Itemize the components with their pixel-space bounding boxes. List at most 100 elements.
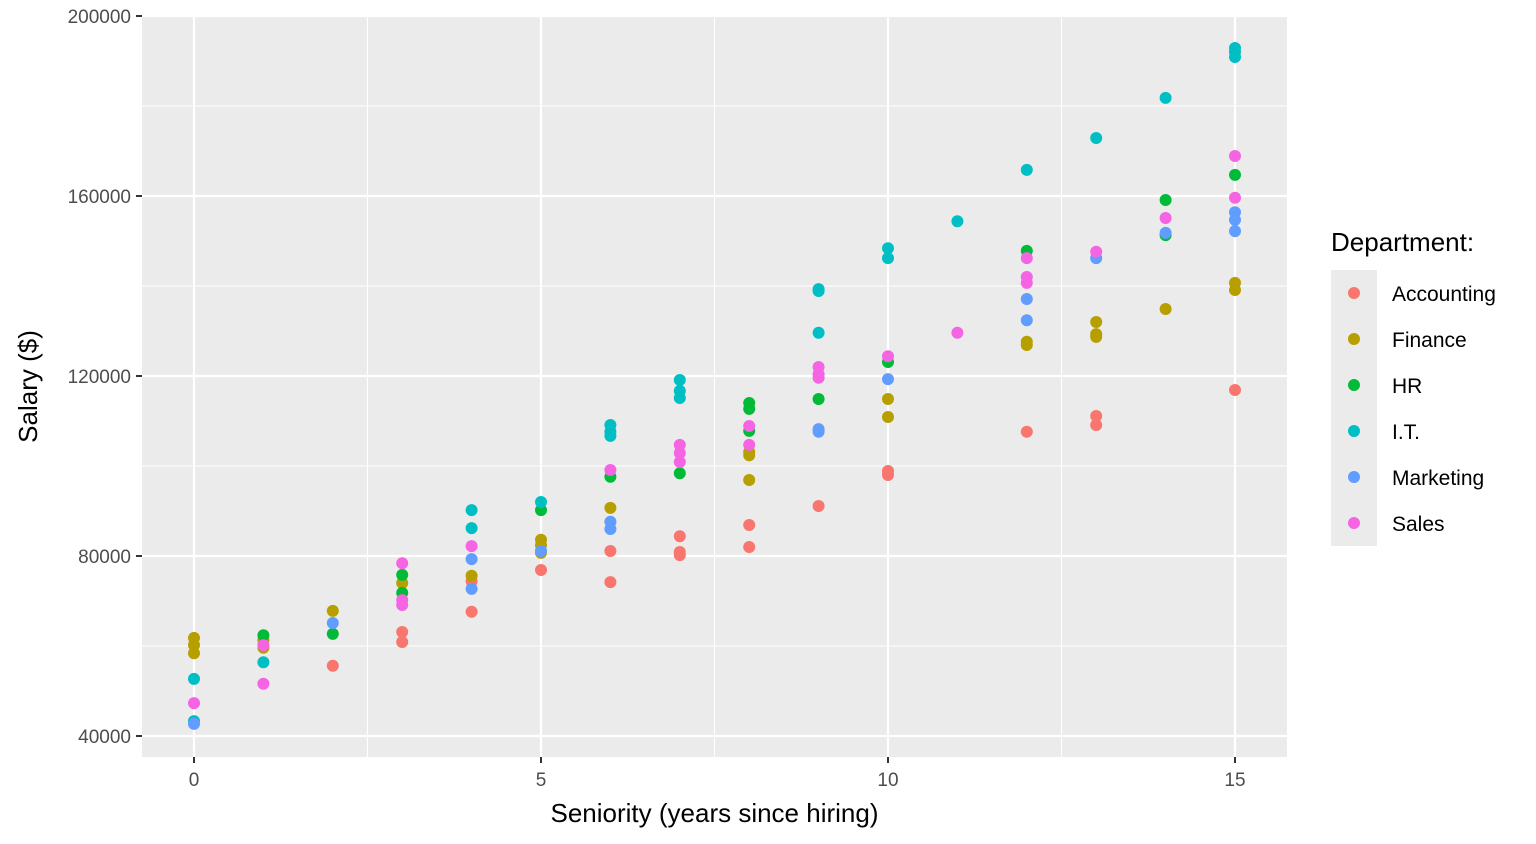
x-tick-label: 10	[877, 770, 898, 791]
legend-item: Sales	[1348, 513, 1445, 536]
data-point	[188, 697, 200, 710]
data-point	[812, 500, 825, 513]
legend-item: Accounting	[1348, 283, 1496, 306]
data-point	[1090, 316, 1103, 328]
data-point	[257, 656, 270, 669]
data-point	[604, 464, 617, 477]
data-point	[882, 252, 894, 265]
data-point	[465, 605, 478, 618]
legend-key	[1348, 379, 1360, 391]
data-point	[326, 604, 339, 617]
data-point	[535, 496, 547, 508]
legend-key	[1348, 333, 1360, 345]
data-point	[882, 410, 894, 423]
data-point	[1090, 410, 1103, 423]
data-point	[465, 582, 478, 595]
data-point	[1159, 212, 1172, 225]
data-point	[673, 392, 686, 405]
data-point	[257, 629, 270, 642]
data-point	[604, 523, 617, 535]
y-tick-label: 40000	[78, 727, 131, 748]
data-point	[396, 626, 409, 639]
data-point	[396, 635, 409, 648]
data-point	[812, 326, 825, 339]
data-point	[465, 522, 478, 535]
data-point	[465, 553, 478, 566]
data-point	[1229, 284, 1241, 297]
legend-key	[1348, 425, 1360, 437]
legend-item: HR	[1348, 375, 1422, 398]
legend: Department: Accounting Finance HR I.T. Marke…	[1331, 227, 1496, 546]
legend-label: Sales	[1392, 513, 1445, 536]
series-marketing	[188, 206, 1241, 730]
data-points	[188, 41, 1241, 730]
data-point	[1229, 213, 1241, 226]
data-point	[604, 576, 617, 589]
data-point	[1020, 338, 1033, 351]
data-point	[812, 284, 825, 297]
legend-label: Finance	[1392, 329, 1467, 352]
data-point	[188, 672, 200, 685]
data-point	[1090, 131, 1103, 144]
legend-label: HR	[1392, 375, 1422, 398]
data-point	[465, 504, 478, 517]
data-point	[465, 569, 478, 582]
y-axis: 40000 80000 120000 160000 200000	[68, 7, 142, 748]
y-tick-label: 160000	[68, 187, 131, 208]
data-point	[812, 392, 825, 405]
data-point	[1090, 245, 1103, 258]
data-point	[812, 425, 825, 438]
data-point	[396, 599, 409, 612]
data-point	[326, 617, 339, 630]
legend-title: Department:	[1331, 227, 1474, 257]
data-point	[673, 530, 686, 543]
minor-gridlines	[142, 16, 1287, 757]
data-point	[743, 518, 756, 531]
data-point	[1159, 226, 1172, 239]
data-point	[604, 501, 617, 514]
data-point	[1159, 194, 1172, 207]
data-point	[743, 438, 756, 451]
data-point	[257, 639, 270, 652]
series-i-t	[188, 41, 1241, 728]
data-point	[882, 242, 894, 255]
legend-item: Finance	[1348, 329, 1467, 352]
data-point	[1159, 302, 1172, 315]
data-point	[1020, 163, 1033, 176]
y-tick-label: 120000	[68, 367, 131, 388]
data-point	[673, 455, 686, 468]
data-point	[1229, 383, 1241, 396]
data-point	[1229, 50, 1241, 63]
data-point	[1020, 276, 1033, 289]
data-point	[1090, 330, 1103, 343]
data-point	[396, 557, 409, 570]
data-point	[743, 541, 756, 553]
data-point	[1090, 419, 1103, 432]
data-point	[1020, 425, 1033, 438]
data-point	[1229, 149, 1241, 162]
data-point	[673, 549, 686, 562]
y-axis-title: Salary ($)	[13, 330, 43, 443]
data-point	[882, 373, 894, 386]
data-point	[951, 215, 964, 228]
series-sales	[188, 149, 1241, 710]
legend-label: Marketing	[1392, 467, 1484, 490]
data-point	[535, 563, 547, 576]
x-axis: 0 5 10 15	[189, 757, 1246, 791]
data-point	[1020, 314, 1033, 327]
data-point	[743, 449, 756, 462]
data-point	[604, 545, 617, 558]
data-point	[882, 392, 894, 405]
data-point	[396, 568, 409, 581]
legend-item: I.T.	[1348, 421, 1420, 444]
x-axis-title: Seniority (years since hiring)	[550, 798, 878, 828]
legend-key	[1348, 287, 1360, 299]
data-point	[188, 717, 200, 730]
data-point	[743, 419, 756, 432]
data-point	[1159, 91, 1172, 104]
data-point	[1020, 293, 1033, 306]
data-point	[743, 402, 756, 415]
data-point	[535, 545, 547, 558]
y-tick-label: 200000	[68, 7, 131, 28]
